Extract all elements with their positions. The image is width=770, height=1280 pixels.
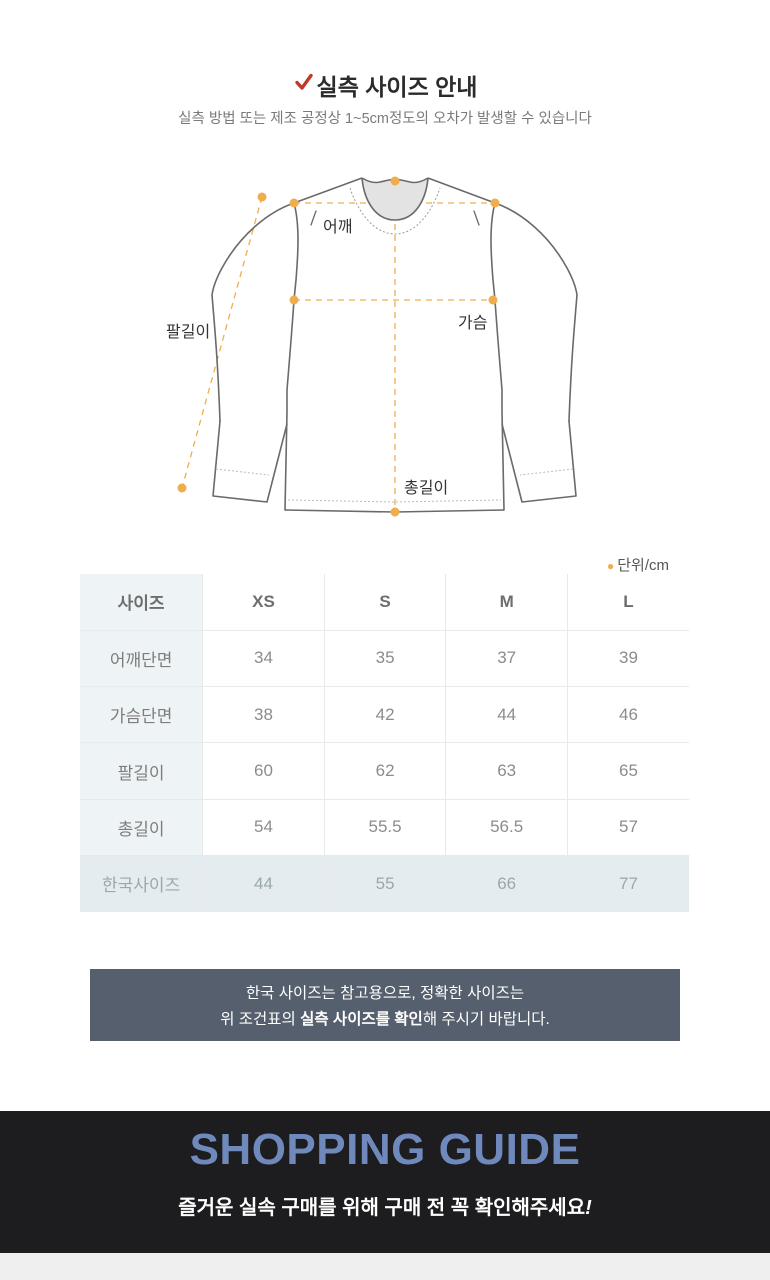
svg-text:가슴: 가슴 (458, 314, 487, 332)
svg-text:총길이: 총길이 (404, 479, 448, 497)
svg-text:어깨: 어깨 (323, 218, 352, 236)
svg-text:팔길이: 팔길이 (166, 323, 210, 341)
